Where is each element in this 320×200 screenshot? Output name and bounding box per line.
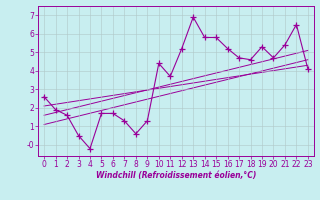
X-axis label: Windchill (Refroidissement éolien,°C): Windchill (Refroidissement éolien,°C) xyxy=(96,171,256,180)
